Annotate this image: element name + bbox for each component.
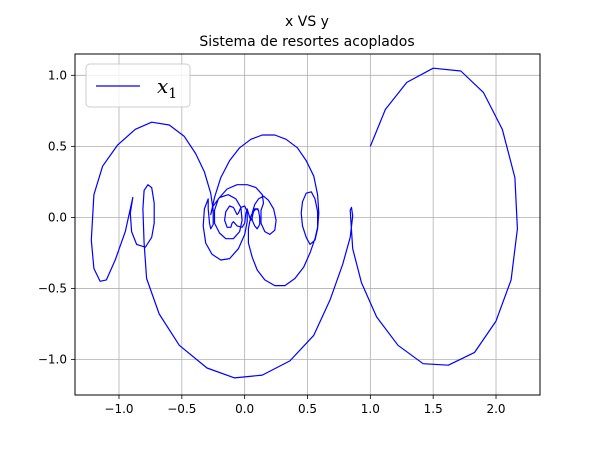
series-layer [90, 67, 519, 379]
legend-label-x1: x1 [157, 74, 177, 102]
y-tick-label: 1.0 [48, 68, 67, 82]
x-tick-label: 0.5 [298, 402, 317, 416]
chart-title: x VS y [285, 14, 329, 30]
chart-subtitle: Sistema de resortes acoplados [199, 34, 414, 50]
x-tick-label: −0.5 [167, 402, 196, 416]
x-axis-ticks: −1.0 −0.5 0.0 0.5 1.0 1.5 2.0 [104, 395, 506, 416]
grid-lines [75, 54, 540, 395]
legend-label-subscript: 1 [168, 86, 177, 102]
x-tick-label: 1.0 [361, 402, 380, 416]
y-tick-label: −1.0 [38, 352, 67, 366]
y-axis-ticks: −1.0 −0.5 0.0 0.5 1.0 [38, 68, 75, 366]
series-line-x1 [90, 67, 519, 379]
x-tick-label: 2.0 [486, 402, 505, 416]
x-tick-label: 1.5 [424, 402, 443, 416]
x-tick-label: −1.0 [104, 402, 133, 416]
y-tick-label: −0.5 [38, 281, 67, 295]
y-tick-label: 0.0 [48, 210, 67, 224]
legend: x1 [85, 63, 191, 108]
y-tick-label: 0.5 [48, 139, 67, 153]
x-tick-label: 0.0 [235, 402, 254, 416]
legend-label-base: x [157, 74, 168, 98]
